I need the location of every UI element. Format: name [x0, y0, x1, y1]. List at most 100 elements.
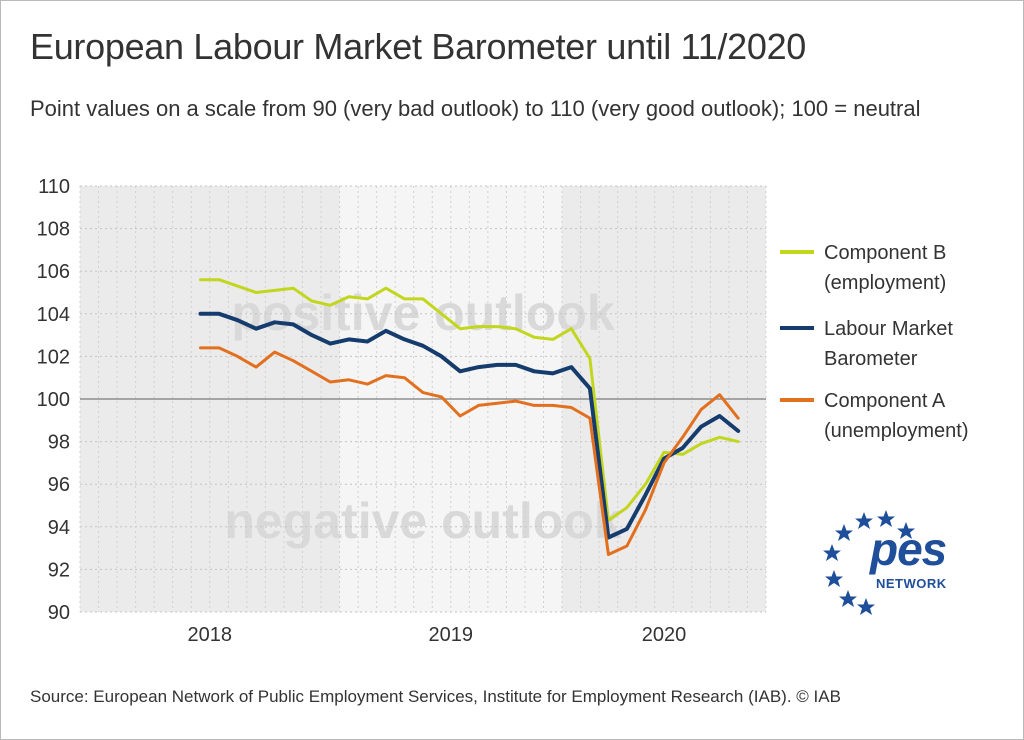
data-point-s2-2: [236, 355, 239, 358]
data-point-s1-8: [347, 338, 351, 341]
source-note: Source: European Network of Public Emplo…: [30, 687, 841, 706]
data-point-s0-17: [514, 327, 517, 330]
data-point-s0-0: [199, 278, 202, 281]
data-point-s1-17: [514, 363, 517, 367]
data-point-s2-13: [440, 395, 443, 399]
y-tick-label: 90: [48, 602, 70, 624]
data-point-s0-13: [440, 312, 443, 315]
data-point-s2-17: [514, 399, 517, 403]
chart-subtitle: Point values on a scale from 90 (very ba…: [30, 96, 921, 121]
data-point-s0-14: [458, 327, 462, 330]
positive-outlook-label: positive outlook: [231, 285, 615, 341]
data-point-s2-28: [718, 393, 721, 396]
data-point-s1-5: [292, 323, 295, 326]
data-point-s2-3: [254, 365, 258, 369]
data-point-s2-9: [366, 382, 369, 386]
pes-network-logo: pes NETWORK: [820, 510, 980, 620]
data-point-s0-10: [384, 287, 388, 290]
data-point-s1-4: [273, 321, 276, 324]
y-tick-label: 104: [37, 304, 70, 326]
data-point-s1-3: [254, 327, 258, 330]
data-point-s2-14: [458, 414, 462, 418]
data-point-s0-2: [236, 284, 239, 288]
data-point-s1-29: [736, 429, 740, 433]
data-point-s0-24: [644, 483, 647, 486]
data-point-s2-4: [273, 350, 276, 354]
data-point-s1-1: [217, 312, 221, 315]
legend-swatch-component-b: [780, 250, 814, 254]
data-point-s1-15: [477, 365, 480, 369]
y-tick-label: 108: [37, 219, 70, 241]
logo-subtext: NETWORK: [876, 576, 947, 591]
series-line-2: [199, 346, 740, 556]
data-point-s2-5: [292, 359, 295, 362]
data-point-s2-24: [644, 508, 647, 511]
chart-title: European Labour Market Barometer until 1…: [30, 26, 807, 67]
data-point-s0-5: [292, 287, 295, 290]
data-point-s0-12: [421, 297, 425, 301]
data-point-s2-15: [477, 404, 480, 407]
eu-stars-icon: [823, 510, 915, 615]
data-point-s2-6: [310, 370, 313, 373]
series-line-1: [198, 311, 741, 540]
data-point-s2-1: [217, 346, 221, 350]
data-point-s0-20: [570, 327, 573, 330]
data-point-s2-10: [384, 374, 388, 377]
data-point-s1-26: [681, 446, 684, 450]
legend-label-line: (employment): [824, 272, 947, 294]
x-tick-label-2018: 2018: [188, 624, 233, 646]
legend-label-line: Labour Market: [824, 318, 953, 340]
data-point-s1-23: [625, 527, 629, 531]
data-point-s0-16: [495, 325, 499, 328]
data-point-s2-27: [699, 408, 703, 411]
data-point-s0-28: [718, 436, 721, 439]
data-point-s0-25: [662, 451, 666, 454]
logo-wordmark: pes: [870, 523, 947, 575]
negative-outlook-label: negative outlook: [224, 493, 621, 549]
y-tick-label: 98: [48, 432, 70, 454]
data-point-s1-19: [551, 372, 554, 375]
data-point-s1-6: [310, 333, 313, 337]
series-line-0: [199, 278, 740, 522]
data-point-s0-1: [217, 278, 221, 281]
data-point-s1-24: [644, 493, 647, 497]
y-tick-label: 94: [48, 517, 70, 539]
data-point-s2-19: [551, 404, 554, 407]
data-point-s1-10: [384, 329, 388, 333]
legend-label-line: Component B: [824, 242, 947, 264]
data-point-s1-16: [495, 363, 499, 367]
legend-label-component-b: Component B (employment): [824, 238, 1014, 298]
legend-label-line: Component A: [824, 390, 946, 412]
data-point-s2-11: [403, 376, 406, 379]
y-tick-label: 96: [48, 474, 70, 496]
x-tick-label-2020: 2020: [642, 624, 687, 646]
data-point-s1-21: [588, 387, 592, 390]
data-point-s0-4: [273, 289, 276, 292]
data-point-s1-27: [699, 425, 703, 428]
data-point-s0-8: [347, 295, 351, 298]
data-point-s2-22: [607, 553, 610, 556]
data-point-s2-7: [329, 380, 332, 384]
data-point-s2-21: [588, 416, 592, 420]
legend-label-component-a: Component A (unemployment): [824, 386, 1014, 446]
data-point-s1-18: [533, 370, 536, 373]
data-point-s1-22: [607, 536, 610, 539]
data-point-s2-26: [681, 436, 684, 439]
legend-swatch-barometer: [780, 326, 814, 330]
data-point-s2-29: [736, 416, 740, 420]
y-tick-label: 102: [37, 346, 70, 368]
data-point-s0-18: [533, 336, 536, 339]
legend-label-line: Barometer: [824, 348, 918, 370]
data-point-s0-15: [477, 325, 480, 328]
data-point-s0-21: [588, 357, 592, 360]
y-tick-label: 100: [37, 389, 70, 411]
data-point-s1-28: [718, 414, 721, 418]
data-point-s0-9: [366, 297, 369, 301]
data-point-s1-9: [366, 340, 369, 343]
data-point-s2-18: [533, 404, 536, 407]
data-point-s1-11: [403, 338, 406, 341]
data-point-s0-6: [310, 299, 313, 303]
data-point-s1-13: [440, 355, 443, 358]
data-point-s2-16: [495, 402, 499, 405]
